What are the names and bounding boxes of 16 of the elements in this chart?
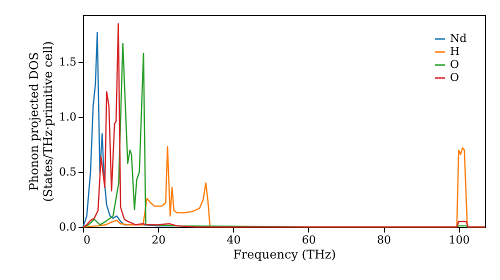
y-tick-label: 0.0 [59, 220, 76, 234]
legend-label: O [450, 71, 460, 84]
x-tick-label: 80 [377, 234, 392, 246]
y-axis-title: Phonon projected DOS (States/THz·primitive cell) [27, 41, 56, 202]
x-tick-label: 100 [448, 234, 470, 246]
x-tick-label: 60 [302, 234, 316, 246]
x-tick-label: 0 [84, 234, 90, 246]
x-tick-label: 40 [226, 234, 241, 246]
legend-label: Nd [450, 32, 467, 45]
y-tick-label: 1.0 [59, 110, 76, 124]
y-tick-label: 0.5 [59, 166, 76, 179]
legend-label: O [450, 58, 460, 71]
legend-label: H [450, 45, 460, 58]
x-axis-title: Frequency (THz) [233, 248, 336, 262]
x-tick-label: 20 [152, 234, 166, 246]
y-tick-label: 1.5 [59, 56, 76, 69]
